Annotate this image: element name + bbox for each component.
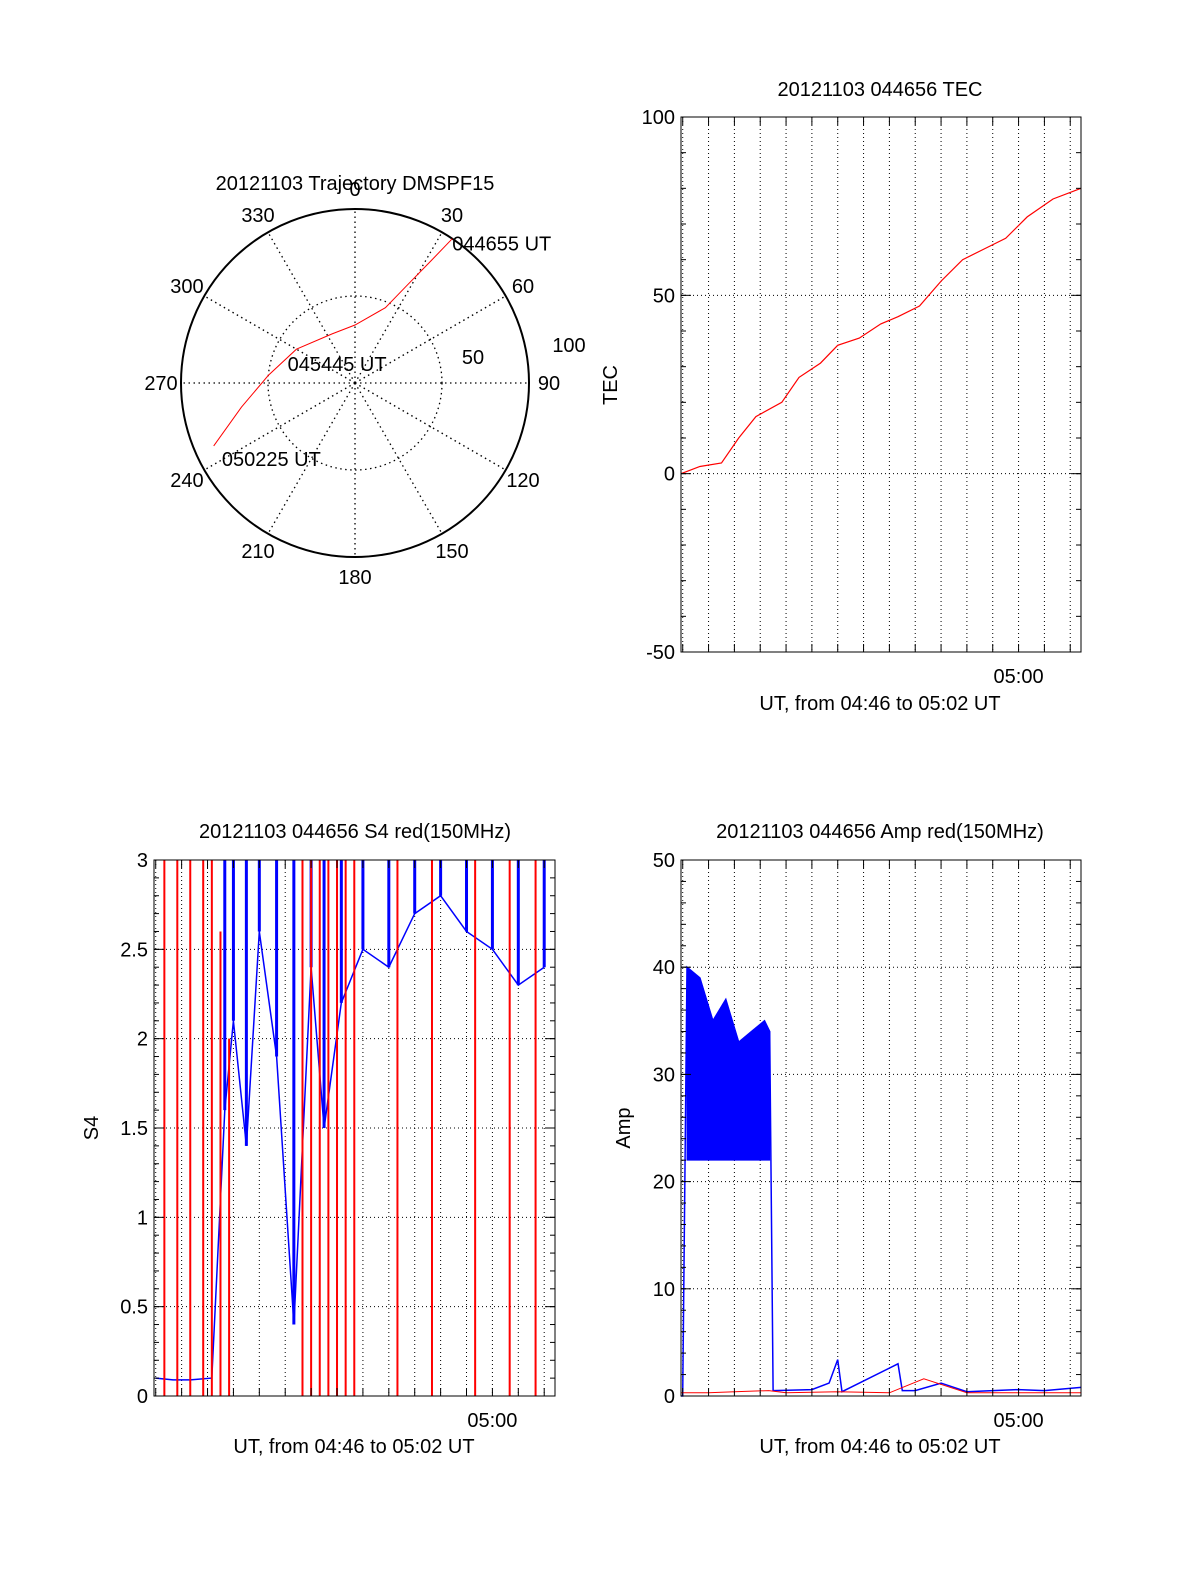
s4-blue-line — [155, 894, 545, 1381]
tec-chart: 20121103 044656 TEC -50 0 50 100 05:00 UT, f… — [600, 79, 1082, 715]
polar-spoke — [354, 295, 507, 384]
y-tick-label: 50 — [653, 285, 675, 307]
polar-annotation: 044655 UT — [452, 234, 551, 256]
polar-spoke — [203, 382, 356, 471]
polar-azimuth-label: 150 — [435, 541, 468, 563]
polar-azimuth-label: 270 — [144, 373, 177, 395]
amp-blue-band — [686, 966, 771, 1161]
polar-radial-label: 50 — [462, 347, 484, 369]
tec-xlabel: UT, from 04:46 to 05:02 UT — [759, 693, 1000, 715]
y-tick-label: 0 — [664, 464, 675, 486]
amp-xlabel: UT, from 04:46 to 05:02 UT — [759, 1436, 1000, 1458]
polar-annotation: 045445 UT — [288, 354, 387, 376]
polar-annotation: 050225 UT — [222, 449, 321, 471]
y-tick-label: 1 — [137, 1207, 148, 1229]
amp-grid — [681, 860, 1081, 1396]
polar-title: 20121103 Trajectory DMSPF15 — [216, 173, 495, 195]
y-tick-label: 10 — [653, 1279, 675, 1301]
polar-series — [213, 238, 453, 447]
x-tick-label: 05:00 — [994, 1410, 1044, 1432]
s4-xlabel: UT, from 04:46 to 05:02 UT — [233, 1436, 474, 1458]
polar-azimuth-label: 300 — [170, 276, 203, 298]
y-tick-label: 0 — [137, 1386, 148, 1408]
y-tick-label: 100 — [642, 107, 675, 129]
amp-series — [681, 965, 1082, 1397]
y-tick-label: 0 — [664, 1386, 675, 1408]
polar-azimuth-label: 210 — [241, 541, 274, 563]
amp-title: 20121103 044656 Amp red(150MHz) — [716, 821, 1044, 843]
polar-azimuth-label: 60 — [512, 276, 534, 298]
polar-azimuth-label: 330 — [241, 205, 274, 227]
s4-ticks: 0 0.5 1 1.5 2 2.5 3 05:00 — [120, 850, 555, 1432]
amp-chart: 20121103 044656 Amp red(150MHz) 0 10 20 30 4… — [613, 821, 1082, 1458]
polar-spoke — [354, 231, 443, 384]
polar-spoke — [267, 231, 356, 384]
polar-radial-label: 100 — [552, 335, 585, 357]
polar-outer-circle — [180, 208, 530, 558]
y-tick-label: 30 — [653, 1064, 675, 1086]
y-tick-label: 2.5 — [120, 939, 148, 961]
tec-plot-frame — [680, 116, 1082, 653]
s4-series — [155, 860, 546, 1396]
s4-chart: 20121103 044656 S4 red(150MHz) 0 0.5 1 1.5 2… — [81, 821, 556, 1458]
amp-plot-frame — [680, 859, 1082, 1397]
amp-ylabel: Amp — [613, 1107, 635, 1148]
trajectory-polar-chart: 20121103 Trajectory DMSPF15 0 30 60 90 120 15… — [144, 173, 585, 589]
x-tick-label: 05:00 — [467, 1410, 517, 1432]
polar-spoke — [267, 382, 356, 535]
s4-title: 20121103 044656 S4 red(150MHz) — [199, 821, 511, 843]
polar-spoke — [354, 382, 507, 471]
tec-ylabel: TEC — [600, 365, 622, 405]
polar-azimuth-label: 120 — [506, 470, 539, 492]
tec-series-line — [680, 187, 1082, 475]
y-tick-label: -50 — [646, 642, 675, 664]
x-tick-label: 05:00 — [994, 666, 1044, 688]
y-tick-label: 3 — [137, 850, 148, 872]
tec-title: 20121103 044656 TEC — [778, 79, 983, 101]
polar-azimuth-label: 30 — [441, 205, 463, 227]
y-tick-label: 2 — [137, 1029, 148, 1051]
y-tick-label: 40 — [653, 957, 675, 979]
polar-spoke — [203, 295, 356, 384]
y-tick-label: 1.5 — [120, 1118, 148, 1140]
polar-azimuth-label: 240 — [170, 470, 203, 492]
tec-ticks: -50 0 50 100 05:00 — [642, 107, 1081, 688]
tec-grid — [681, 117, 1081, 652]
y-tick-label: 50 — [653, 850, 675, 872]
polar-azimuth-label: 90 — [538, 373, 560, 395]
polar-annotations: 044655 UT 045445 UT 050225 UT — [222, 234, 551, 471]
tec-series — [680, 187, 1082, 475]
polar-grid — [181, 209, 529, 557]
polar-labels: 0 30 60 90 120 150 180 210 240 270 300 330 50 100 — [144, 179, 585, 589]
polar-azimuth-label: 180 — [338, 567, 371, 589]
y-tick-label: 20 — [653, 1172, 675, 1194]
polar-spoke — [354, 382, 443, 535]
y-tick-label: 0.5 — [120, 1297, 148, 1319]
s4-ylabel: S4 — [81, 1116, 103, 1140]
polar-trajectory-line — [213, 238, 453, 447]
polar-grid-circle — [267, 295, 443, 471]
polar-azimuth-label: 0 — [349, 179, 360, 201]
amp-ticks: 0 10 20 30 40 50 05:00 — [653, 850, 1081, 1432]
amp-series-line — [681, 1378, 1081, 1394]
